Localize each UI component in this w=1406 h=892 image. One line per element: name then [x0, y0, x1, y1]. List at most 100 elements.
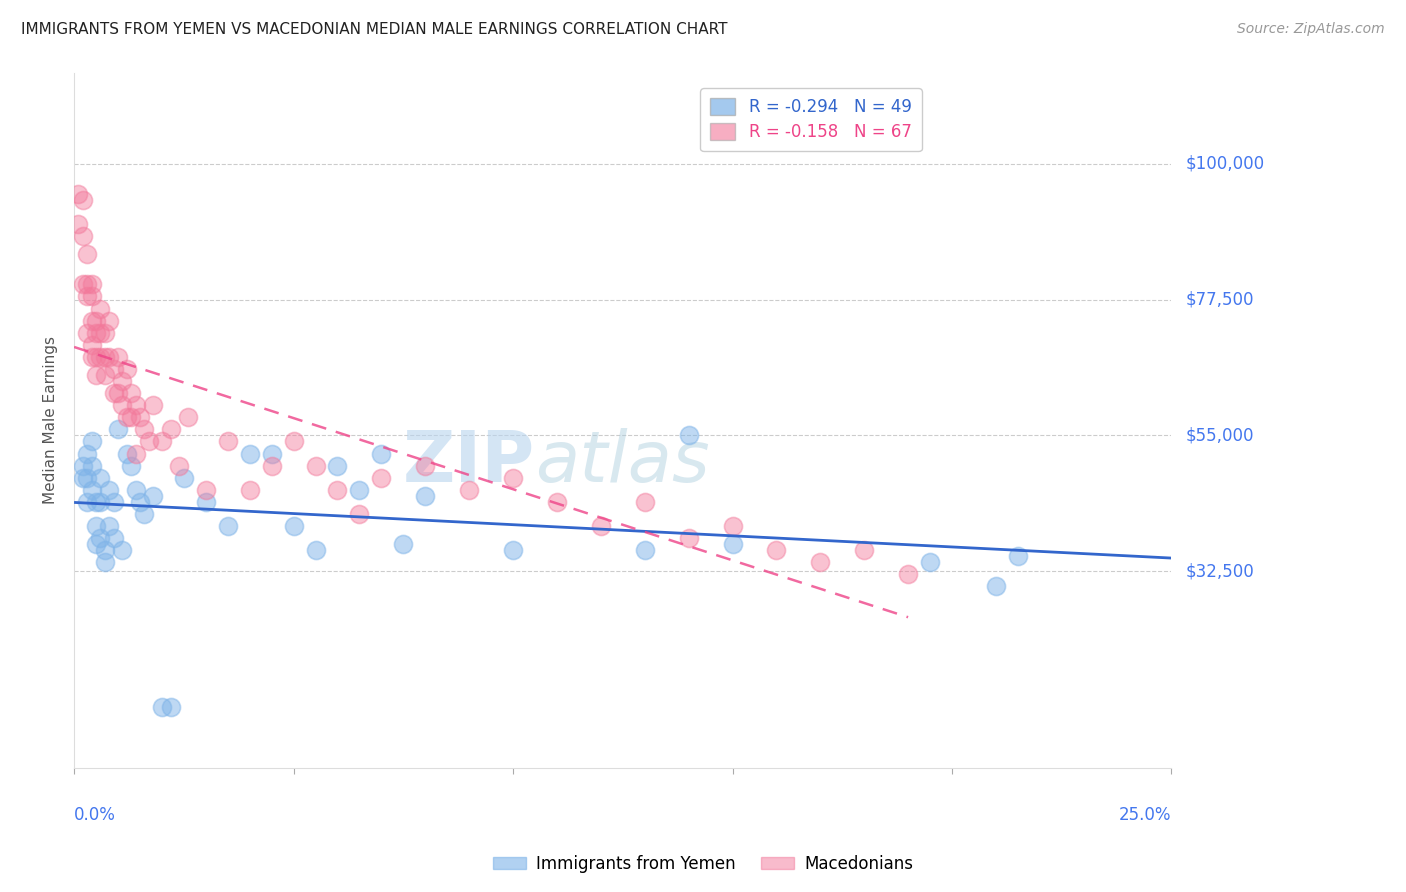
Point	[80, 350, 103, 364]
Point	[72, 277, 94, 292]
Point	[124, 398, 146, 412]
Point	[98, 519, 121, 533]
Point	[370, 471, 392, 485]
Point	[304, 543, 326, 558]
Point	[502, 543, 524, 558]
Legend: Immigrants from Yemen, Macedonians: Immigrants from Yemen, Macedonians	[486, 848, 920, 880]
Point	[84, 313, 107, 327]
Point	[765, 543, 787, 558]
Point	[150, 434, 173, 449]
Point	[115, 446, 138, 460]
Point	[76, 247, 98, 261]
Point	[173, 471, 195, 485]
Text: $100,000: $100,000	[1185, 154, 1264, 172]
Point	[107, 386, 129, 401]
Y-axis label: Median Male Earnings: Median Male Earnings	[44, 336, 58, 504]
Point	[159, 422, 181, 436]
Point	[80, 434, 103, 449]
Point	[80, 313, 103, 327]
Point	[808, 555, 831, 569]
Text: Source: ZipAtlas.com: Source: ZipAtlas.com	[1237, 22, 1385, 37]
Point	[159, 700, 181, 714]
Text: atlas: atlas	[534, 427, 710, 497]
Point	[80, 289, 103, 303]
Point	[72, 458, 94, 473]
Point	[326, 483, 349, 497]
Point	[134, 422, 156, 436]
Point	[678, 531, 700, 545]
Point	[80, 458, 103, 473]
Point	[76, 446, 98, 460]
Text: ZIP: ZIP	[402, 427, 534, 497]
Point	[84, 368, 107, 382]
Point	[94, 350, 117, 364]
Point	[984, 579, 1007, 593]
Point	[194, 495, 217, 509]
Point	[76, 471, 98, 485]
Point	[111, 374, 134, 388]
Point	[72, 193, 94, 207]
Point	[918, 555, 941, 569]
Point	[111, 543, 134, 558]
Point	[721, 519, 744, 533]
Point	[72, 471, 94, 485]
Point	[76, 277, 98, 292]
Point	[349, 507, 371, 521]
Point	[120, 458, 142, 473]
Point	[142, 398, 165, 412]
Text: 0.0%: 0.0%	[75, 805, 115, 824]
Point	[84, 519, 107, 533]
Point	[546, 495, 568, 509]
Point	[103, 386, 125, 401]
Point	[304, 458, 326, 473]
Point	[283, 519, 305, 533]
Point	[67, 217, 90, 231]
Point	[107, 350, 129, 364]
Point	[94, 326, 117, 340]
Text: $55,000: $55,000	[1185, 426, 1254, 444]
Point	[111, 398, 134, 412]
Point	[120, 386, 142, 401]
Point	[80, 483, 103, 497]
Point	[80, 338, 103, 352]
Point	[260, 458, 283, 473]
Point	[115, 362, 138, 376]
Point	[239, 483, 262, 497]
Point	[72, 229, 94, 244]
Text: $32,500: $32,500	[1185, 562, 1254, 581]
Point	[89, 471, 111, 485]
Point	[98, 350, 121, 364]
Point	[1007, 549, 1029, 564]
Point	[120, 410, 142, 425]
Point	[107, 422, 129, 436]
Point	[84, 495, 107, 509]
Point	[217, 434, 239, 449]
Point	[853, 543, 876, 558]
Point	[150, 700, 173, 714]
Point	[260, 446, 283, 460]
Point	[98, 483, 121, 497]
Point	[94, 368, 117, 382]
Point	[89, 326, 111, 340]
Point	[678, 428, 700, 442]
Text: IMMIGRANTS FROM YEMEN VS MACEDONIAN MEDIAN MALE EARNINGS CORRELATION CHART: IMMIGRANTS FROM YEMEN VS MACEDONIAN MEDI…	[21, 22, 727, 37]
Point	[89, 350, 111, 364]
Point	[634, 495, 657, 509]
Point	[721, 537, 744, 551]
Text: 25.0%: 25.0%	[1119, 805, 1171, 824]
Point	[124, 446, 146, 460]
Point	[103, 362, 125, 376]
Point	[370, 446, 392, 460]
Point	[458, 483, 481, 497]
Point	[129, 495, 152, 509]
Point	[98, 313, 121, 327]
Point	[89, 495, 111, 509]
Point	[217, 519, 239, 533]
Point	[897, 567, 920, 582]
Point	[76, 326, 98, 340]
Point	[169, 458, 191, 473]
Point	[115, 410, 138, 425]
Point	[129, 410, 152, 425]
Point	[392, 537, 415, 551]
Point	[283, 434, 305, 449]
